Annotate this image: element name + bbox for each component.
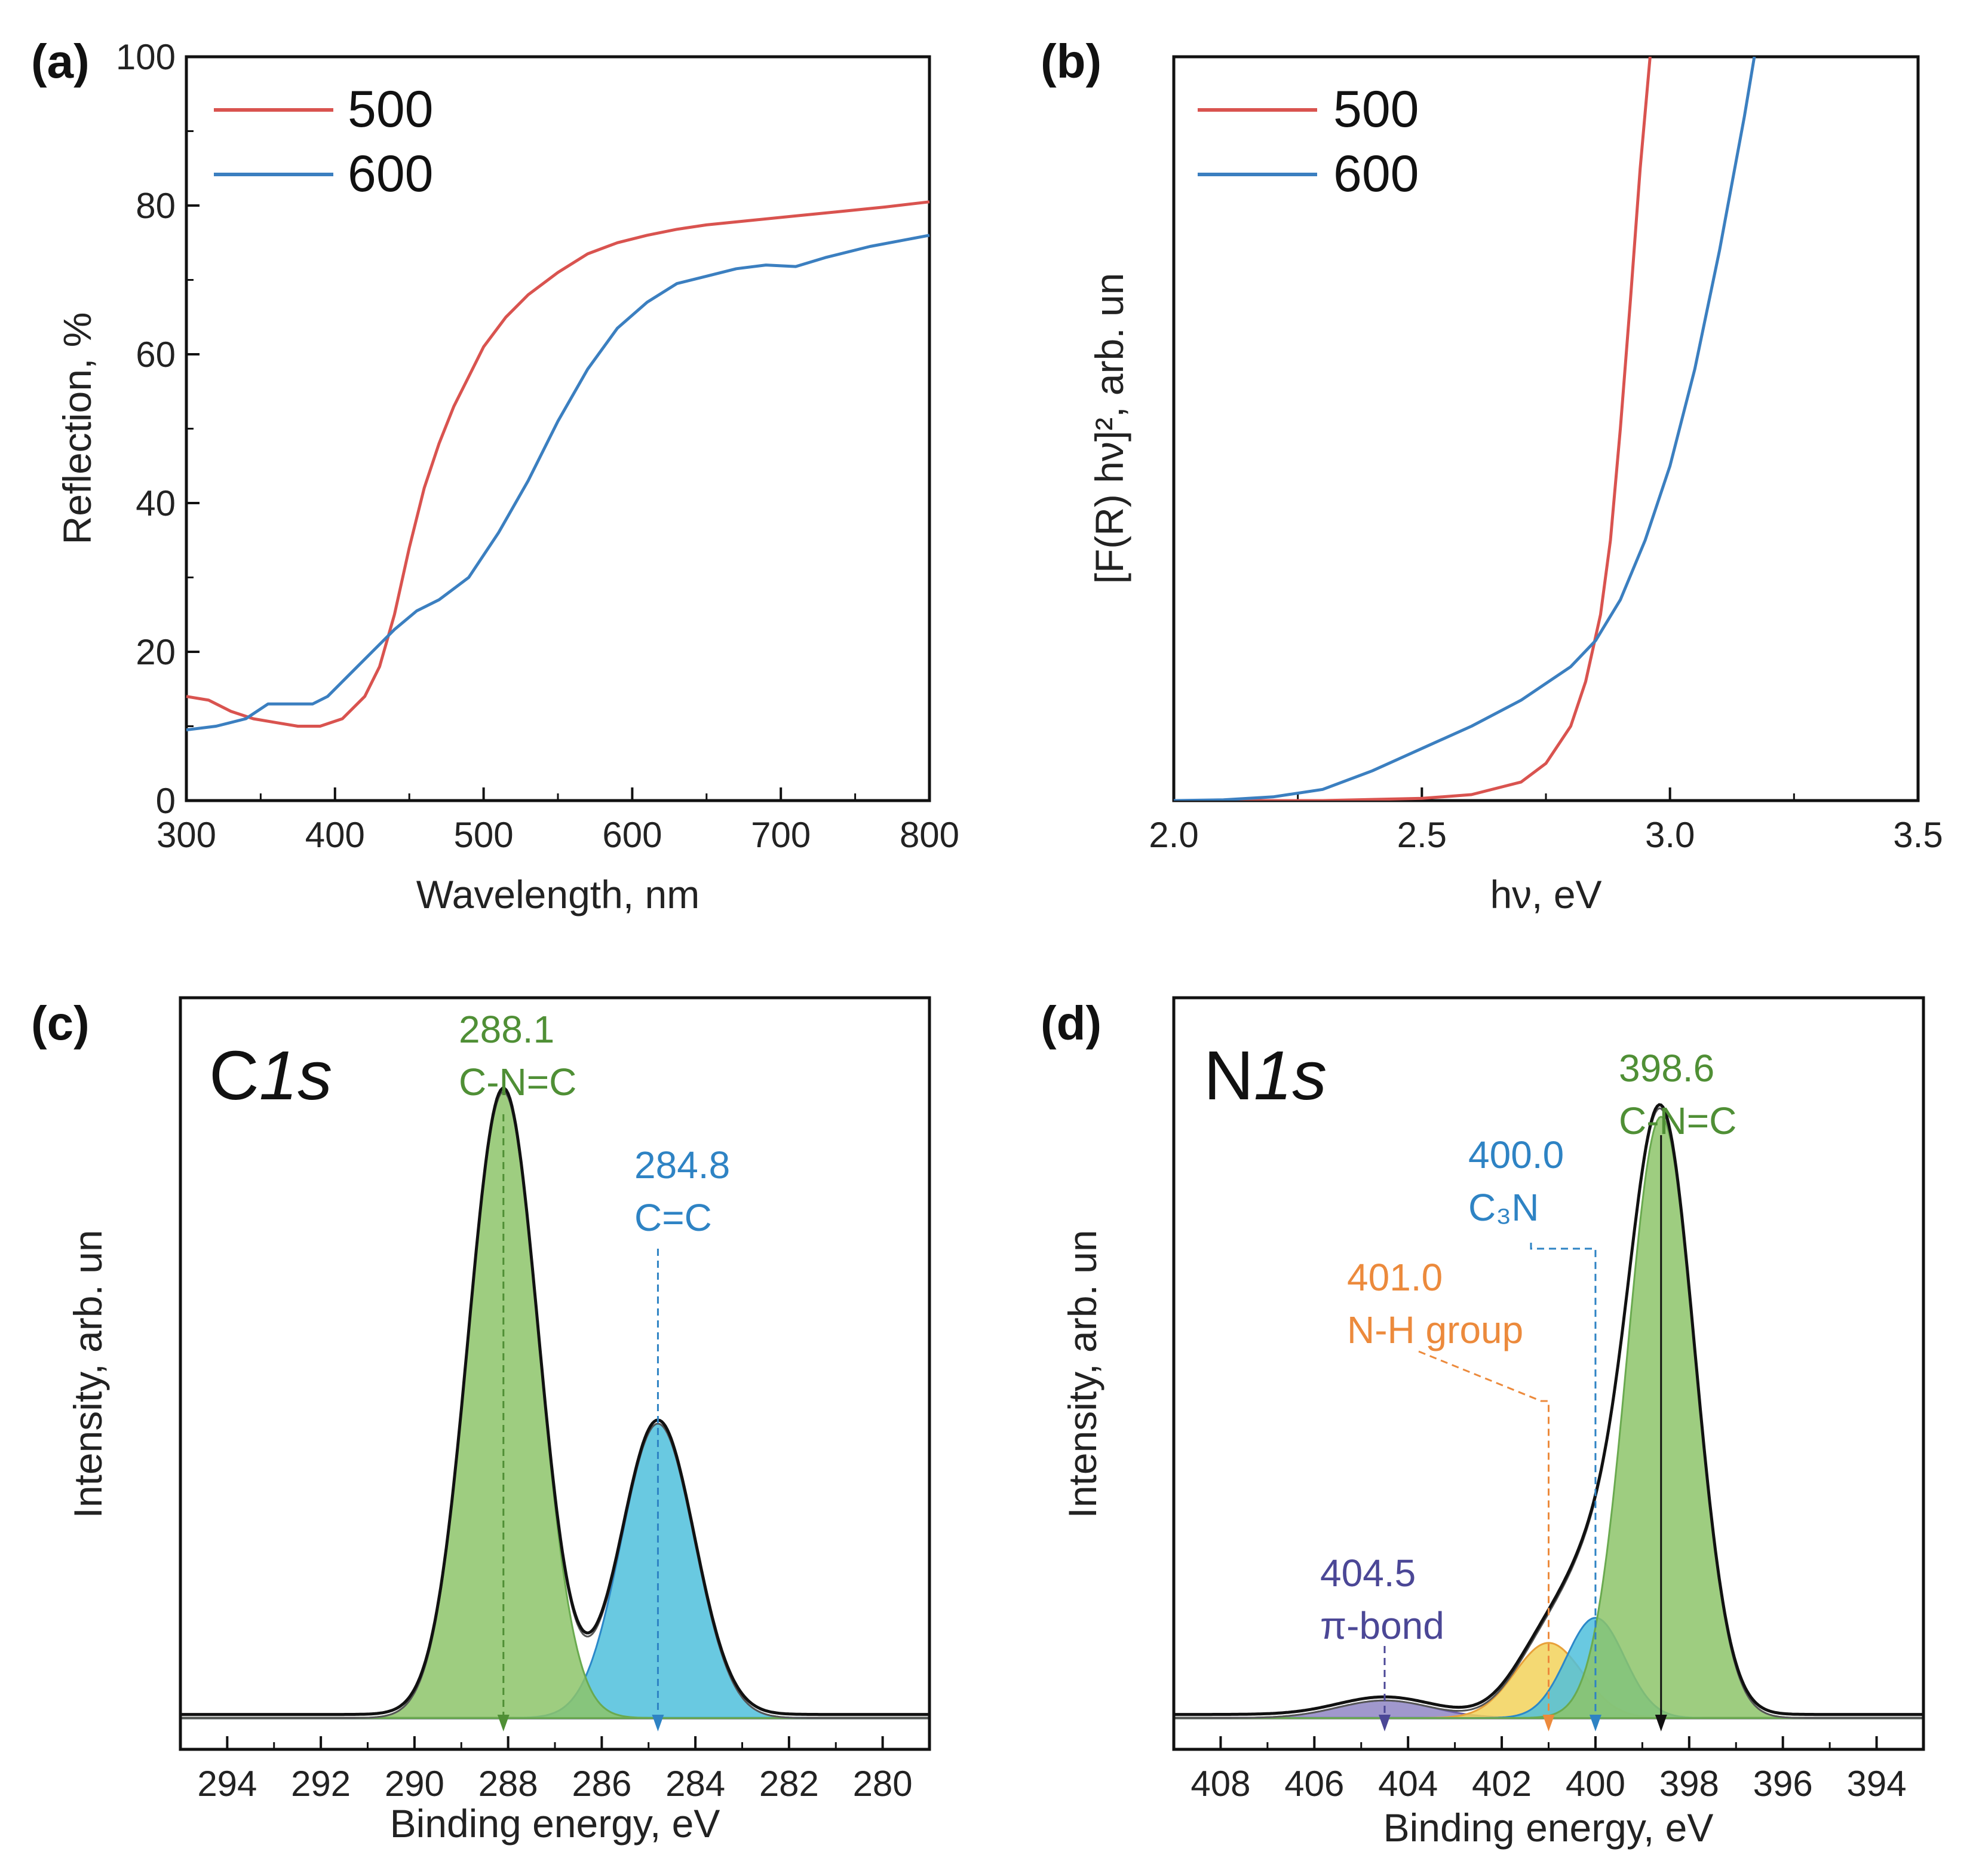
x-tick-label-a: 800: [900, 815, 959, 855]
x-tick-label-c: 282: [759, 1764, 819, 1804]
y-axis-title-c: Intensity, arb. un: [66, 1230, 110, 1518]
peak-position-label-401.0: 401.0: [1347, 1256, 1443, 1299]
peak-position-label-400.0: 400.0: [1468, 1133, 1564, 1176]
panel-b-tauc-chart: (b) 2.0 2.5 3.0 3.5 500 600 hν, eV [F(R) hν…: [1041, 35, 1943, 916]
panel-d-n1s-xps: (d) 398.6 C-N=C 400.0 C₃N 401.0 N-H group 404.…: [1041, 996, 1925, 1850]
peak-marker-arrow-398.6: [1655, 1715, 1667, 1731]
x-tick-label-b: 2.0: [1149, 815, 1198, 855]
legend-label-500-b: 500: [1333, 81, 1419, 138]
series-lines-a: [186, 200, 930, 732]
plot-frame-b: [1172, 55, 1920, 802]
axis-ticks-a: 300 400 500 600 700 800 0 20 40 60 80 100: [116, 37, 959, 855]
x-tick-label-c: 292: [291, 1764, 351, 1804]
peak-marker-arrow-400.0: [1589, 1715, 1601, 1731]
series-line-500: [186, 200, 930, 728]
peak-marker-line-400.0: [1530, 1243, 1597, 1719]
x-tick-label-a: 500: [454, 815, 514, 855]
x-tick-label-a: 400: [305, 815, 365, 855]
x-tick-label-d: 400: [1566, 1764, 1625, 1804]
peak-assignment-label-401.0: N-H group: [1347, 1308, 1523, 1351]
peak-marker-arrow-284.8: [652, 1715, 664, 1731]
legend-a: 500 600: [214, 81, 434, 203]
x-axis-title-c: Binding energy, eV: [390, 1801, 720, 1846]
x-tick-label-a: 600: [602, 815, 662, 855]
axis-ticks-c: 294 292 290 288 286 284 282 280: [197, 1736, 913, 1804]
peak-position-label-398.6: 398.6: [1619, 1047, 1714, 1090]
y-tick-label-a: 40: [136, 483, 176, 523]
x-tick-label-d: 408: [1191, 1764, 1250, 1804]
x-tick-label-b: 2.5: [1397, 815, 1447, 855]
x-axis-title-d: Binding energy, eV: [1383, 1806, 1714, 1850]
axis-ticks-d: 408 406 404 402 400 398 396 394: [1191, 1736, 1907, 1804]
panel-label-b: (b): [1041, 35, 1102, 88]
peak-assignment-label-288.1: C-N=C: [459, 1060, 576, 1103]
panel-c-c1s-xps: (c) 288.1 C-N=C 284.8 C=C 294 292 290 288 286 28…: [31, 996, 931, 1846]
panel-label-c: (c): [31, 997, 90, 1050]
peak-fills-c: [179, 1091, 931, 1719]
panel-label-a: (a): [31, 35, 90, 88]
peak-marker-arrow-288.1: [497, 1715, 510, 1731]
y-tick-label-a: 60: [136, 335, 176, 375]
axis-ticks-b: 2.0 2.5 3.0 3.5: [1149, 787, 1943, 855]
panel-a-reflection-chart: (a) 300 400 500 600 700 800 0 20 40 60 80 100 500 6…: [31, 35, 959, 916]
x-tick-label-c: 294: [197, 1764, 257, 1804]
series-line-500-b: [1174, 57, 1652, 801]
x-tick-label-d: 402: [1472, 1764, 1532, 1804]
species-label-c1s: C1s: [209, 1037, 332, 1114]
y-tick-label-a: 20: [136, 632, 176, 672]
x-axis-title-b: hν, eV: [1490, 872, 1601, 916]
x-axis-title-a: Wavelength, nm: [416, 872, 699, 916]
envelope-data-c: [180, 1087, 929, 1716]
peak-assignment-label-400.0: C₃N: [1468, 1186, 1539, 1229]
y-axis-title-b: [F(R) hν]², arb. un: [1087, 273, 1131, 584]
panel-label-d: (d): [1041, 997, 1102, 1050]
species-label-n1s: N1s: [1204, 1037, 1327, 1114]
x-tick-label-b: 3.0: [1645, 815, 1695, 855]
peak-assignment-label-404.5: π-bond: [1320, 1604, 1444, 1647]
y-axis-title-d: Intensity, arb. un: [1060, 1230, 1104, 1518]
peak-marker-arrow-401.0: [1542, 1715, 1555, 1731]
y-tick-label-a: 80: [136, 186, 176, 226]
y-tick-label-a: 0: [156, 781, 176, 821]
peak-position-label-404.5: 404.5: [1320, 1552, 1416, 1595]
x-tick-label-d: 404: [1378, 1764, 1438, 1804]
x-tick-label-a: 700: [751, 815, 811, 855]
peak-position-label-284.8: 284.8: [634, 1144, 730, 1187]
legend-label-600-b: 600: [1333, 145, 1419, 203]
peak-marker-arrow-404.5: [1378, 1715, 1391, 1731]
peak-markers-c: 288.1 C-N=C 284.8 C=C: [459, 1008, 730, 1731]
peak-assignment-label-398.6: C-N=C: [1619, 1099, 1736, 1142]
x-tick-label-d: 396: [1753, 1764, 1813, 1804]
x-tick-label-d: 398: [1659, 1764, 1719, 1804]
series-lines-b: [1174, 57, 1756, 801]
x-tick-label-c: 286: [572, 1764, 631, 1804]
peak-position-label-288.1: 288.1: [459, 1008, 554, 1051]
peak-markers-d: 398.6 C-N=C 400.0 C₃N 401.0 N-H group 404.5 π-b…: [1320, 1047, 1736, 1731]
y-tick-label-a: 100: [116, 37, 176, 77]
x-tick-label-c: 290: [385, 1764, 444, 1804]
x-tick-label-a: 300: [157, 815, 216, 855]
series-line-600-b: [1174, 57, 1756, 801]
x-tick-label-b: 3.5: [1893, 815, 1943, 855]
x-tick-label-d: 406: [1284, 1764, 1344, 1804]
series-line-600: [186, 234, 930, 732]
x-tick-label-c: 288: [478, 1764, 538, 1804]
x-tick-label-d: 394: [1847, 1764, 1907, 1804]
peak-assignment-label-284.8: C=C: [634, 1196, 712, 1239]
x-tick-label-c: 284: [665, 1764, 725, 1804]
envelope-c: [180, 1087, 929, 1719]
legend-label-500: 500: [348, 81, 434, 138]
x-tick-label-c: 280: [853, 1764, 913, 1804]
legend-b: 500 600: [1198, 81, 1419, 203]
y-axis-title-a: Reflection, %: [55, 312, 99, 545]
plot-frame-a: [185, 55, 931, 802]
peak-fill-288.1: [179, 1091, 931, 1719]
legend-label-600: 600: [348, 145, 434, 203]
peak-marker-line-401.0: [1418, 1350, 1550, 1719]
